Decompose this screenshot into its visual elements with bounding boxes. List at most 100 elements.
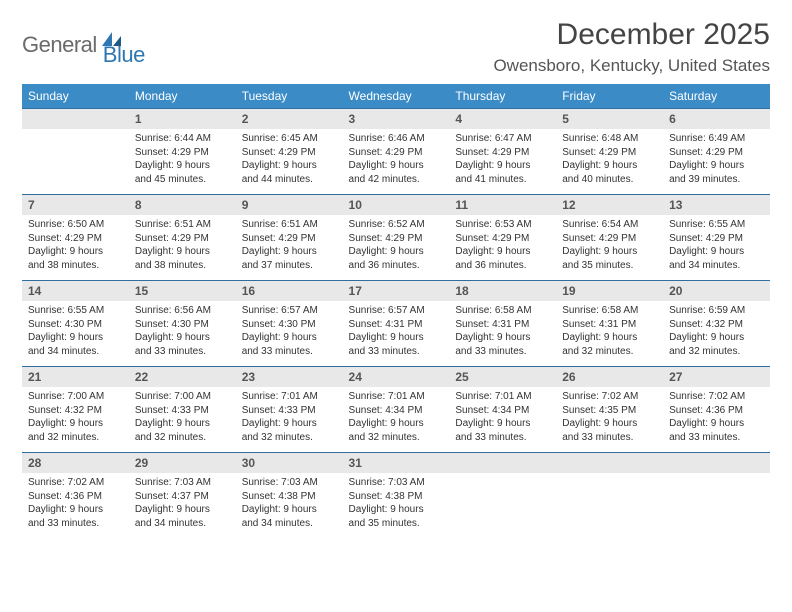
- date-cell: 11: [449, 195, 556, 216]
- date-cell: 22: [129, 367, 236, 388]
- date-cell: 18: [449, 281, 556, 302]
- info-cell: Sunrise: 6:56 AMSunset: 4:30 PMDaylight:…: [129, 301, 236, 367]
- day-header-saturday: Saturday: [663, 84, 770, 109]
- logo-text2: Blue: [103, 42, 145, 68]
- info-line: Sunset: 4:33 PM: [135, 404, 230, 418]
- info-line: Sunset: 4:29 PM: [349, 232, 444, 246]
- info-line: Sunrise: 6:57 AM: [242, 304, 337, 318]
- info-line: Sunrise: 6:52 AM: [349, 218, 444, 232]
- info-line: Daylight: 9 hours: [455, 159, 550, 173]
- info-line: Sunset: 4:31 PM: [455, 318, 550, 332]
- date-cell: 10: [343, 195, 450, 216]
- info-line: Sunrise: 7:01 AM: [242, 390, 337, 404]
- info-line: and 44 minutes.: [242, 173, 337, 187]
- info-cell: Sunrise: 7:00 AMSunset: 4:32 PMDaylight:…: [22, 387, 129, 453]
- day-header-sunday: Sunday: [22, 84, 129, 109]
- day-header-wednesday: Wednesday: [343, 84, 450, 109]
- info-line: and 33 minutes.: [455, 345, 550, 359]
- info-cell: Sunrise: 6:52 AMSunset: 4:29 PMDaylight:…: [343, 215, 450, 281]
- info-line: Daylight: 9 hours: [562, 331, 657, 345]
- date-cell: 3: [343, 109, 450, 130]
- info-line: Sunset: 4:33 PM: [242, 404, 337, 418]
- info-line: Daylight: 9 hours: [135, 503, 230, 517]
- date-cell: 23: [236, 367, 343, 388]
- info-line: and 32 minutes.: [562, 345, 657, 359]
- info-line: Sunset: 4:29 PM: [669, 146, 764, 160]
- info-cell: [556, 473, 663, 538]
- date-cell: 29: [129, 453, 236, 474]
- calendar-table: SundayMondayTuesdayWednesdayThursdayFrid…: [22, 84, 770, 538]
- info-line: Sunrise: 6:57 AM: [349, 304, 444, 318]
- info-line: and 34 minutes.: [669, 259, 764, 273]
- date-cell: 17: [343, 281, 450, 302]
- date-cell: 28: [22, 453, 129, 474]
- info-cell: Sunrise: 7:03 AMSunset: 4:37 PMDaylight:…: [129, 473, 236, 538]
- info-line: and 33 minutes.: [455, 431, 550, 445]
- date-cell: 12: [556, 195, 663, 216]
- date-cell: 7: [22, 195, 129, 216]
- info-line: Sunset: 4:32 PM: [28, 404, 123, 418]
- info-cell: Sunrise: 6:53 AMSunset: 4:29 PMDaylight:…: [449, 215, 556, 281]
- info-line: and 35 minutes.: [562, 259, 657, 273]
- info-line: and 32 minutes.: [349, 431, 444, 445]
- info-line: Daylight: 9 hours: [349, 417, 444, 431]
- info-cell: Sunrise: 7:02 AMSunset: 4:36 PMDaylight:…: [663, 387, 770, 453]
- info-line: Daylight: 9 hours: [28, 503, 123, 517]
- info-line: Sunrise: 7:02 AM: [28, 476, 123, 490]
- header: General Blue December 2025 Owensboro, Ke…: [22, 18, 770, 76]
- info-line: Daylight: 9 hours: [242, 503, 337, 517]
- info-line: Sunset: 4:38 PM: [242, 490, 337, 504]
- info-line: Sunrise: 6:58 AM: [455, 304, 550, 318]
- info-line: and 36 minutes.: [349, 259, 444, 273]
- info-cell: [663, 473, 770, 538]
- info-line: Sunrise: 7:03 AM: [242, 476, 337, 490]
- date-row: 21222324252627: [22, 367, 770, 388]
- info-row: Sunrise: 6:50 AMSunset: 4:29 PMDaylight:…: [22, 215, 770, 281]
- date-cell: 15: [129, 281, 236, 302]
- info-line: and 33 minutes.: [562, 431, 657, 445]
- info-line: Sunrise: 6:55 AM: [28, 304, 123, 318]
- info-line: Sunset: 4:31 PM: [562, 318, 657, 332]
- day-header-friday: Friday: [556, 84, 663, 109]
- info-line: Sunrise: 6:45 AM: [242, 132, 337, 146]
- info-line: Daylight: 9 hours: [562, 159, 657, 173]
- info-line: Sunrise: 7:01 AM: [455, 390, 550, 404]
- info-line: Daylight: 9 hours: [349, 159, 444, 173]
- info-line: Sunset: 4:30 PM: [28, 318, 123, 332]
- info-line: Sunrise: 7:00 AM: [28, 390, 123, 404]
- info-line: Sunrise: 6:49 AM: [669, 132, 764, 146]
- info-cell: Sunrise: 7:01 AMSunset: 4:34 PMDaylight:…: [449, 387, 556, 453]
- info-line: Sunset: 4:29 PM: [455, 146, 550, 160]
- date-cell: 20: [663, 281, 770, 302]
- info-line: Sunset: 4:36 PM: [669, 404, 764, 418]
- info-line: Daylight: 9 hours: [135, 245, 230, 259]
- info-cell: Sunrise: 6:55 AMSunset: 4:29 PMDaylight:…: [663, 215, 770, 281]
- info-line: and 34 minutes.: [242, 517, 337, 531]
- info-cell: Sunrise: 6:57 AMSunset: 4:30 PMDaylight:…: [236, 301, 343, 367]
- date-cell: 8: [129, 195, 236, 216]
- info-line: Sunset: 4:29 PM: [455, 232, 550, 246]
- info-line: and 33 minutes.: [242, 345, 337, 359]
- info-line: Daylight: 9 hours: [135, 417, 230, 431]
- info-cell: Sunrise: 6:51 AMSunset: 4:29 PMDaylight:…: [129, 215, 236, 281]
- info-row: Sunrise: 6:55 AMSunset: 4:30 PM Daylight:…: [22, 301, 770, 367]
- info-line: Sunrise: 7:03 AM: [349, 476, 444, 490]
- info-cell: Sunrise: 6:44 AMSunset: 4:29 PMDaylight:…: [129, 129, 236, 195]
- date-row: 78910111213: [22, 195, 770, 216]
- date-row: 14151617181920: [22, 281, 770, 302]
- info-cell: Sunrise: 6:51 AMSunset: 4:29 PMDaylight:…: [236, 215, 343, 281]
- date-row: 28293031: [22, 453, 770, 474]
- date-cell: 31: [343, 453, 450, 474]
- info-line: Sunrise: 7:03 AM: [135, 476, 230, 490]
- info-cell: Sunrise: 7:03 AMSunset: 4:38 PMDaylight:…: [343, 473, 450, 538]
- info-line: Daylight: 9 hours: [242, 159, 337, 173]
- info-line: Sunrise: 6:47 AM: [455, 132, 550, 146]
- info-line: Sunset: 4:29 PM: [135, 232, 230, 246]
- info-cell: Sunrise: 6:58 AMSunset: 4:31 PMDaylight:…: [556, 301, 663, 367]
- info-line: and 41 minutes.: [455, 173, 550, 187]
- info-line: Sunset: 4:38 PM: [349, 490, 444, 504]
- info-row: Sunrise: 6:44 AMSunset: 4:29 PMDaylight:…: [22, 129, 770, 195]
- date-cell: [556, 453, 663, 474]
- info-line: Sunrise: 6:51 AM: [135, 218, 230, 232]
- info-cell: Sunrise: 6:49 AMSunset: 4:29 PMDaylight:…: [663, 129, 770, 195]
